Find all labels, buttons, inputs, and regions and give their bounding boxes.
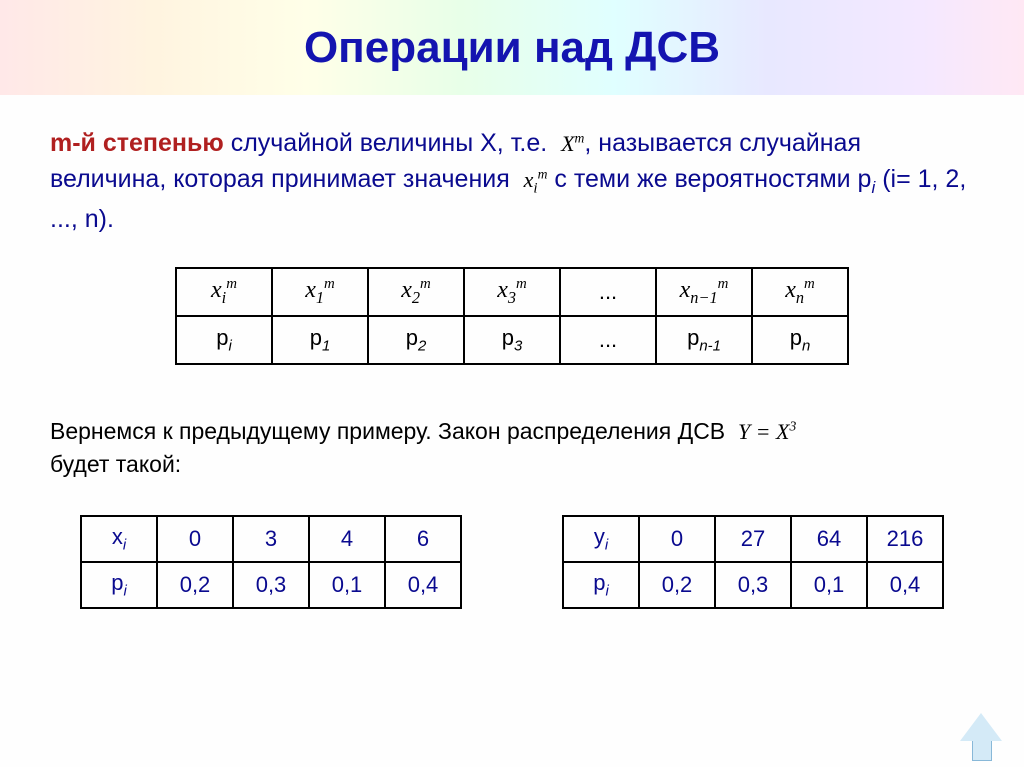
definition-text: m-й степенью случайной величины X, т.е. … [50,125,974,237]
next-arrow-icon[interactable] [960,713,1002,761]
generic-distribution-table: xim x1m x2m x3m ... xn−1m xnm pi p1 p2 p… [175,267,849,365]
page-title: Операции над ДСВ [304,23,720,73]
table-y-distribution: yi 0 27 64 216 pi 0,2 0,3 0,1 0,4 [562,515,944,609]
highlight-term: m-й степенью [50,129,224,157]
example-text: Вернемся к предыдущему примеру. Закон ра… [50,415,974,480]
table-x-distribution: xi 0 3 4 6 pi 0,2 0,3 0,1 0,4 [80,515,462,609]
